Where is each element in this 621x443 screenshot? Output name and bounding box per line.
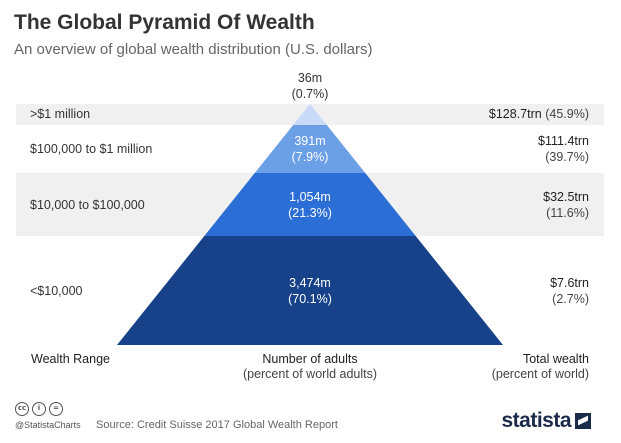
adults-label-tier-3: 1,054m (21.3%) <box>250 189 370 221</box>
license-icons: cc i = <box>15 402 63 416</box>
statista-handle[interactable]: @StatistaCharts <box>15 420 81 430</box>
wealth-label-tier-3: $32.5trn (11.6%) <box>543 189 589 221</box>
wealth-percent: (11.6%) <box>546 206 589 220</box>
column-header-label: Number of adults <box>262 352 358 366</box>
adults-count: 391m <box>294 134 326 148</box>
adults-count: 36m <box>297 71 323 85</box>
wealth-total: $32.5trn <box>543 190 589 204</box>
pyramid-tier-1 <box>293 104 327 125</box>
adults-count: 1,054m <box>289 190 331 204</box>
column-header-sublabel: (percent of world adults) <box>242 367 378 381</box>
brand-name: statista <box>501 409 571 432</box>
column-header-total-wealth: Total wealth (percent of world) <box>492 352 589 382</box>
adults-percent: (7.9%) <box>291 150 329 164</box>
adults-label-tier-1: 36m (0.7%) <box>250 70 370 102</box>
column-header-adults: Number of adults (percent of world adult… <box>243 352 377 382</box>
wealth-total: $7.6trn <box>550 276 589 290</box>
column-header-sublabel: (percent of world) <box>491 367 589 381</box>
no-derivatives-icon[interactable]: = <box>49 402 63 416</box>
column-header-wealth-range: Wealth Range <box>31 352 110 367</box>
column-header-label: Total wealth <box>522 352 589 366</box>
wealth-total: $111.4trn <box>538 134 589 148</box>
range-label-tier-4: <$10,000 <box>30 284 83 298</box>
wealth-label-tier-4: $7.6trn (2.7%) <box>550 275 589 307</box>
adults-percent: (0.7%) <box>291 87 329 101</box>
wealth-percent: (2.7%) <box>552 292 589 306</box>
wealth-label-tier-1: $128.7trn (45.9%) <box>489 106 589 122</box>
cc-license-icon[interactable]: cc <box>15 402 29 416</box>
wealth-total: $128.7trn <box>488 107 542 121</box>
adults-count: 3,474m <box>289 276 331 290</box>
pyramid-tier-3 <box>204 173 416 236</box>
source-note: Source: Credit Suisse 2017 Global Wealth… <box>96 419 338 431</box>
pyramid-tier-4 <box>117 236 503 345</box>
statista-logo[interactable]: statista <box>501 409 591 433</box>
adults-label-tier-2: 391m (7.9%) <box>250 133 370 165</box>
range-label-tier-3: $10,000 to $100,000 <box>30 198 145 212</box>
pyramid-tier-2 <box>254 125 366 173</box>
range-label-tier-2: $100,000 to $1 million <box>30 142 153 156</box>
column-header-label: Wealth Range <box>31 352 110 366</box>
adults-percent: (21.3%) <box>288 206 332 220</box>
wealth-percent: (45.9%) <box>545 107 589 121</box>
statista-mark-icon <box>575 413 591 429</box>
chart-title: The Global Pyramid Of Wealth <box>14 11 315 34</box>
attribution-icon[interactable]: i <box>32 402 46 416</box>
wealth-percent: (39.7%) <box>545 150 589 164</box>
wealth-label-tier-2: $111.4trn (39.7%) <box>538 133 589 165</box>
chart-subtitle: An overview of global wealth distributio… <box>14 41 373 58</box>
adults-percent: (70.1%) <box>288 292 332 306</box>
adults-label-tier-4: 3,474m (70.1%) <box>250 275 370 307</box>
range-label-tier-1: >$1 million <box>30 107 91 121</box>
